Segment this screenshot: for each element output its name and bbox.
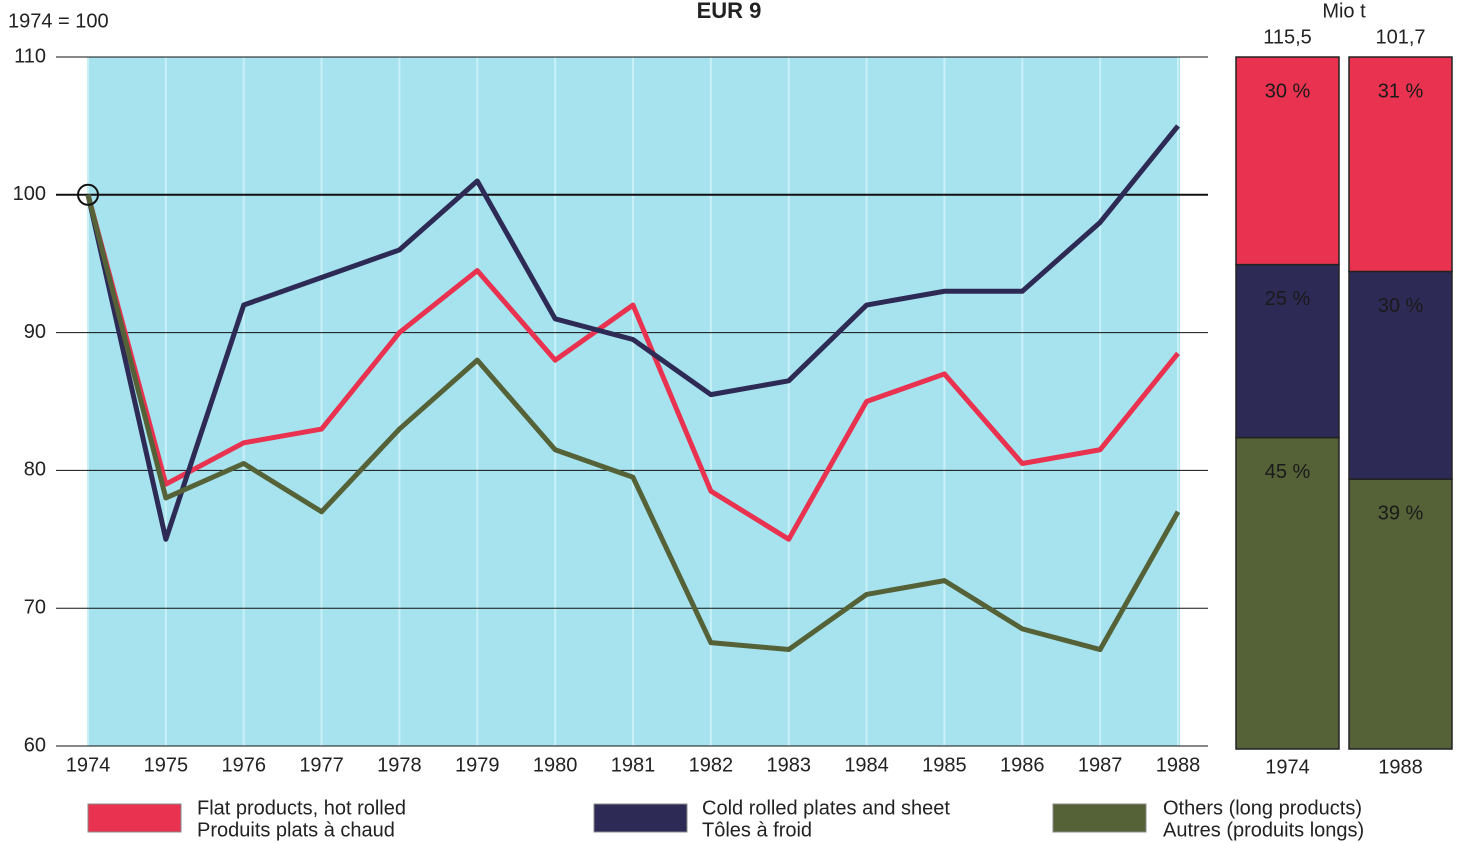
legend-label: Autres (produits longs) — [1163, 819, 1364, 841]
bar-segment — [1348, 270, 1453, 480]
value-label: 30 % — [1265, 80, 1311, 102]
y-tick-label: 90 — [24, 321, 46, 343]
y-tick-label: 100 — [13, 183, 46, 205]
data-line — [85, 124, 1180, 542]
x-tick-label: 1976 — [221, 754, 266, 776]
x-tick-label: 1974 — [1265, 756, 1310, 778]
data-line — [85, 194, 1180, 542]
x-tick-label: 1988 — [1378, 756, 1423, 778]
total-label: 115,5 — [1263, 26, 1312, 48]
value-label: 25 % — [1265, 288, 1311, 310]
legend-label: Flat products, hot rolled — [197, 797, 406, 819]
total-label: 101,7 — [1375, 26, 1425, 48]
legend-label: Cold rolled plates and sheet — [702, 797, 950, 819]
legend-label: Others (long products) — [1163, 797, 1362, 819]
chart-title: EUR 9 — [697, 0, 762, 23]
unit-label: Mio t — [1322, 0, 1366, 22]
legend-label: Tôles à froid — [702, 819, 812, 841]
legend-swatch — [87, 803, 182, 833]
y-tick-label: 110 — [14, 45, 46, 67]
x-tick-label: 1987 — [1078, 754, 1123, 776]
x-tick-label: 1981 — [611, 754, 656, 776]
x-tick-label: 1978 — [377, 754, 422, 776]
value-label: 39 % — [1378, 502, 1424, 524]
y-tick-label: 70 — [24, 596, 46, 618]
legend-swatch — [593, 803, 688, 833]
legend-swatch — [1052, 803, 1147, 833]
bar-segment — [1348, 478, 1453, 750]
x-tick-label: 1974 — [66, 754, 111, 776]
data-line — [85, 194, 1181, 653]
x-tick-label: 1984 — [844, 754, 889, 776]
bar-segment — [1235, 263, 1340, 439]
x-tick-label: 1979 — [455, 754, 500, 776]
value-label: 45 % — [1265, 461, 1311, 483]
y-tick-label: 80 — [24, 459, 46, 481]
x-tick-label: 1983 — [766, 754, 811, 776]
legend-label: Produits plats à chaud — [197, 819, 395, 841]
bar-segment — [1235, 436, 1340, 750]
bar-segment — [1235, 56, 1340, 266]
x-tick-label: 1988 — [1156, 754, 1201, 776]
x-tick-label: 1975 — [144, 754, 189, 776]
x-tick-label: 1982 — [689, 754, 734, 776]
x-tick-label: 1986 — [1000, 754, 1045, 776]
bar-segment — [1348, 56, 1453, 273]
y-tick-label: 60 — [24, 734, 46, 756]
x-tick-label: 1980 — [533, 754, 578, 776]
x-tick-label: 1977 — [299, 754, 344, 776]
value-label: 31 % — [1378, 80, 1424, 102]
y-axis-label: 1974 = 100 — [8, 10, 109, 32]
base-marker — [77, 183, 99, 206]
x-tick-label: 1985 — [922, 754, 967, 776]
value-label: 30 % — [1378, 295, 1424, 317]
